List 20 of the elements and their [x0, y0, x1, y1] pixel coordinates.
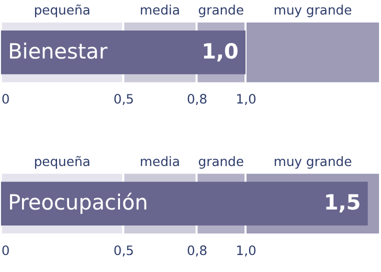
data-label: 1,5: [324, 190, 361, 215]
x-tick-label: 1,0: [236, 92, 256, 108]
y-tick-label: Bienestar: [8, 39, 108, 64]
y-tick-label: Preocupación: [8, 190, 148, 215]
data-label: 1,0: [202, 39, 239, 64]
band-label: pequeña: [34, 154, 90, 170]
band-label: muy grande: [274, 154, 352, 170]
x-tick-label: 0: [1, 92, 10, 108]
band-label: grande: [198, 154, 244, 170]
x-tick-label: 0,5: [113, 92, 134, 108]
x-tick-label: 0,8: [186, 244, 208, 259]
band-label: media: [140, 4, 180, 19]
x-tick-label: 0,8: [186, 92, 208, 108]
band-label: pequeña: [34, 4, 90, 19]
x-tick-label: 0,5: [113, 244, 134, 259]
band-label: muy grande: [274, 4, 352, 19]
band-label: grande: [198, 4, 244, 19]
x-tick-label: 0: [1, 244, 10, 259]
x-tick-label: 1,0: [236, 244, 256, 259]
band-label: media: [140, 154, 180, 170]
